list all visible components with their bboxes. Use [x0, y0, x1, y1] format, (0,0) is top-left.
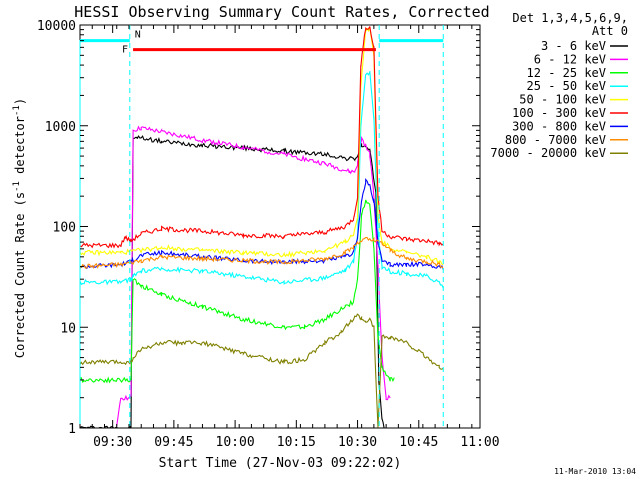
- series-line-8: [80, 313, 444, 428]
- x-tick-label: 10:15: [277, 435, 316, 450]
- chart-title: HESSI Observing Summary Count Rates, Cor…: [74, 3, 489, 21]
- legend-label-2: 12 - 25 keV: [527, 66, 606, 80]
- x-tick-label: 11:00: [460, 435, 499, 450]
- series-line-1: [116, 125, 391, 427]
- footer-date: 11-Mar-2010 13:04: [554, 467, 636, 476]
- legend-header-2: Att 0: [592, 24, 628, 38]
- legend-label-3: 25 - 50 keV: [527, 79, 606, 93]
- series-line-6: [80, 178, 444, 270]
- x-tick-label: 10:30: [338, 435, 377, 450]
- y-axis-label: Corrected Count Rate (s-1 detector-1): [12, 98, 27, 358]
- legend-label-1: 6 - 12 keV: [534, 52, 606, 66]
- legend-label-0: 3 - 6 keV: [541, 39, 606, 53]
- y-tick-label: 100: [53, 221, 76, 236]
- x-axis-label: Start Time (27-Nov-03 09:22:02): [159, 456, 402, 471]
- x-tick-label: 10:45: [399, 435, 438, 450]
- legend-label-4: 50 - 100 keV: [519, 93, 606, 107]
- y-tick-label: 1: [68, 422, 76, 437]
- legend-label-6: 300 - 800 keV: [512, 119, 606, 133]
- legend-label-5: 100 - 300 keV: [512, 106, 606, 120]
- flag-label-0: N: [135, 30, 141, 41]
- legend-label-7: 800 - 7000 keV: [505, 133, 606, 147]
- plot-frame: [79, 24, 481, 429]
- series-line-3: [80, 71, 444, 289]
- series-line-7: [80, 236, 444, 270]
- series-line-5: [80, 26, 444, 249]
- series-line-4: [80, 27, 444, 266]
- series-line-0: [80, 135, 385, 428]
- flag-label-1: F: [122, 45, 128, 56]
- y-tick-label: 1000: [45, 120, 76, 135]
- legend-header-1: Det 1,3,4,5,6,9,: [512, 11, 628, 25]
- series-line-2: [80, 199, 395, 384]
- x-tick-label: 09:30: [93, 435, 132, 450]
- x-tick-label: 10:00: [216, 435, 255, 450]
- legend-label-8: 7000 - 20000 keV: [490, 146, 606, 160]
- y-tick-label: 10000: [37, 19, 76, 34]
- y-tick-label: 10: [60, 321, 76, 336]
- x-tick-label: 09:45: [154, 435, 193, 450]
